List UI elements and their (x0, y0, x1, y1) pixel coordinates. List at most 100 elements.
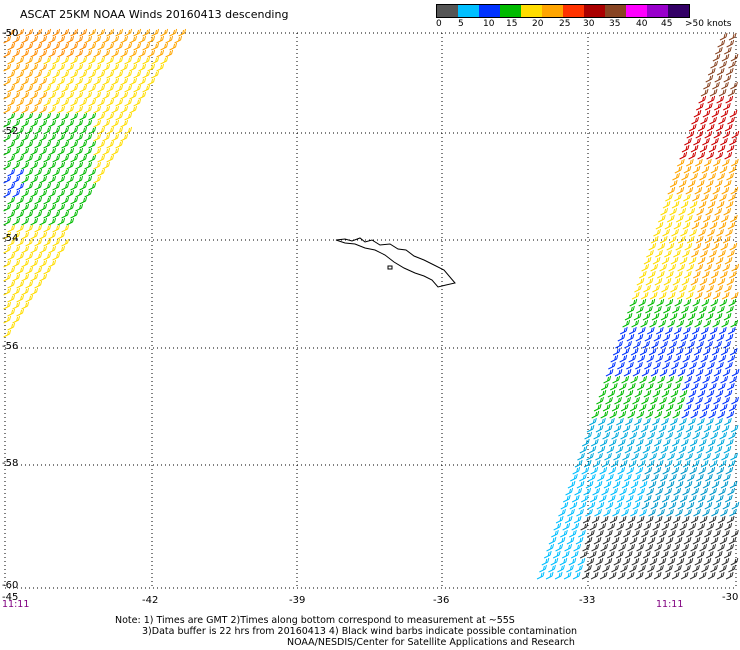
wind-barb (48, 231, 57, 240)
wind-barb (721, 53, 730, 62)
wind-barb (39, 77, 48, 86)
wind-barb (16, 112, 25, 121)
wind-barb (717, 515, 726, 524)
wind-barb (628, 487, 637, 496)
wind-barb (609, 410, 618, 419)
wind-barb (34, 70, 43, 79)
wind-barb (133, 84, 142, 93)
wind-barb (70, 196, 79, 205)
wind-barb (717, 277, 726, 286)
wind-barb (671, 361, 679, 370)
wind-barb (16, 42, 25, 51)
wind-barb (667, 291, 676, 300)
wind-barb (30, 119, 39, 128)
wind-barb (639, 347, 648, 356)
wind-barb (115, 28, 124, 37)
wind-barb (617, 438, 626, 447)
legend-label: 15 (506, 19, 518, 29)
wind-barb (124, 28, 133, 37)
wind-barb (631, 291, 640, 300)
wind-barb (3, 77, 12, 86)
wind-barb (138, 35, 147, 44)
wind-barb (30, 203, 39, 212)
wind-barb (602, 564, 610, 573)
wind-barb (174, 35, 183, 44)
wind-barb (702, 214, 711, 223)
wind-barb (3, 329, 12, 338)
wind-barb (704, 529, 712, 538)
wind-barb (707, 361, 715, 370)
wind-barb (546, 543, 555, 552)
wind-barb (573, 515, 582, 524)
wind-barb (583, 487, 592, 496)
wind-barb (726, 515, 735, 524)
wind-barb (727, 116, 735, 125)
wind-barb (590, 466, 599, 475)
wind-barb (621, 480, 630, 489)
wind-barb (75, 203, 84, 212)
legend-label: >50 knots (685, 19, 732, 29)
wind-barb (66, 203, 75, 212)
wind-barb (690, 305, 698, 314)
wind-barb (707, 95, 716, 104)
wind-barb (635, 466, 644, 475)
wind-barb (652, 256, 661, 265)
wind-barb (632, 529, 640, 538)
wind-barb (702, 508, 710, 517)
wind-barb (727, 88, 736, 97)
wind-barb (589, 417, 597, 426)
wind-barb (61, 224, 70, 233)
wind-barb (698, 228, 706, 237)
wind-barb (165, 49, 174, 58)
wind-barb (25, 126, 34, 135)
wind-barb (588, 445, 597, 454)
wind-barb (626, 571, 635, 580)
wind-barb (536, 571, 545, 580)
lon-label-30: -30 (722, 592, 739, 603)
wind-barb (70, 56, 79, 65)
wind-barb (625, 494, 634, 503)
wind-barb (129, 77, 138, 86)
wind-barb (598, 494, 607, 503)
wind-barb (564, 515, 573, 524)
wind-barb (39, 161, 48, 170)
wind-barb (560, 501, 569, 510)
wind-barb (712, 186, 721, 195)
wind-barb (577, 452, 585, 461)
wind-barb (664, 221, 673, 230)
wind-barb (640, 291, 649, 300)
wind-barb (645, 277, 654, 286)
wind-barb (659, 529, 667, 538)
wind-barb (25, 70, 34, 79)
wind-barb (604, 424, 613, 433)
wind-barb (700, 249, 708, 258)
wind-barb (12, 175, 21, 184)
wind-barb (674, 536, 683, 545)
wind-barb (84, 105, 93, 114)
legend-label: 20 (532, 19, 544, 29)
wind-barb (106, 28, 115, 37)
wind-barb (699, 515, 708, 524)
wind-barb (702, 347, 711, 356)
wind-barb (3, 147, 12, 156)
wind-barb (714, 340, 722, 349)
legend-swatch (626, 5, 647, 17)
wind-barb (679, 389, 688, 398)
wind-barb (671, 333, 680, 342)
wind-barb (574, 487, 583, 496)
wind-barb (677, 396, 685, 405)
wind-barb (591, 410, 600, 419)
wind-barb (580, 522, 589, 531)
wind-barb (620, 403, 629, 412)
wind-barb (678, 473, 686, 482)
wind-barb (93, 49, 102, 58)
wind-barb (728, 270, 737, 279)
wind-barb (79, 126, 88, 135)
wind-barb (88, 84, 97, 93)
wind-barb (565, 487, 574, 496)
wind-barb (592, 487, 601, 496)
wind-barb (709, 354, 718, 363)
wind-barb (600, 382, 609, 391)
wind-barb (3, 105, 12, 114)
wind-barb (61, 70, 70, 79)
